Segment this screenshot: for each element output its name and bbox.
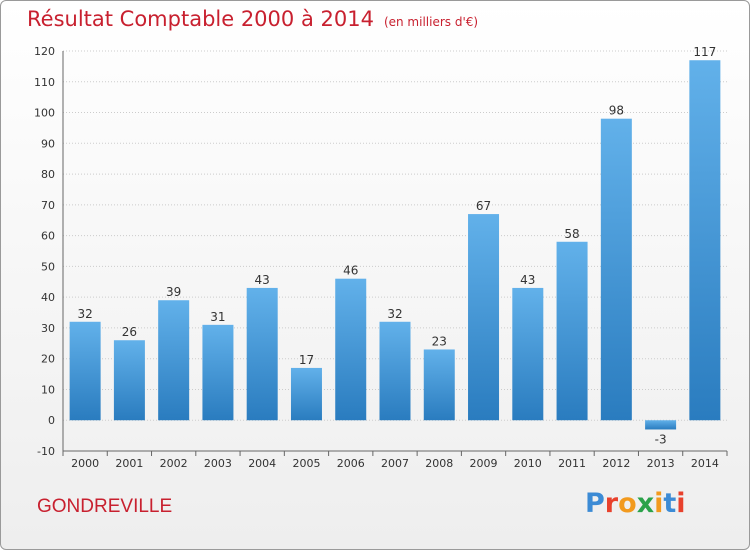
x-tick-label: 2010 bbox=[514, 457, 542, 470]
proxiti-logo: Proxiti bbox=[585, 488, 686, 519]
y-tick-label: 70 bbox=[41, 199, 55, 212]
x-tick-label: 2003 bbox=[204, 457, 232, 470]
x-tick-label: 2000 bbox=[71, 457, 99, 470]
bar bbox=[246, 287, 278, 421]
data-label: 39 bbox=[166, 285, 181, 299]
x-tick-label: 2013 bbox=[647, 457, 675, 470]
y-tick-label: 40 bbox=[41, 291, 55, 304]
x-tick-label: 2008 bbox=[425, 457, 453, 470]
logo-letter: x bbox=[636, 488, 655, 519]
data-label: 43 bbox=[520, 273, 535, 287]
bar bbox=[69, 321, 101, 421]
data-label: 43 bbox=[255, 273, 270, 287]
x-tick-label: 2011 bbox=[558, 457, 586, 470]
bar bbox=[202, 324, 234, 421]
data-label: -3 bbox=[655, 432, 667, 446]
data-label: 67 bbox=[476, 199, 491, 213]
data-label: 58 bbox=[564, 227, 579, 241]
y-tick-label: 30 bbox=[41, 322, 55, 335]
logo-letter: t bbox=[663, 488, 677, 519]
commune-name: GONDREVILLE bbox=[37, 496, 173, 517]
data-label: 23 bbox=[432, 334, 447, 348]
x-tick-label: 2001 bbox=[115, 457, 143, 470]
data-label: 117 bbox=[693, 45, 716, 59]
y-tick-label: 100 bbox=[34, 107, 55, 120]
y-tick-label: 80 bbox=[41, 168, 55, 181]
y-tick-label: 110 bbox=[34, 76, 55, 89]
x-tick-label: 2012 bbox=[602, 457, 630, 470]
y-tick-label: 10 bbox=[41, 383, 55, 396]
y-tick-label: 0 bbox=[48, 414, 55, 427]
y-tick-label: 60 bbox=[41, 230, 55, 243]
bar bbox=[335, 278, 367, 421]
bar bbox=[423, 349, 455, 421]
x-tick-label: 2007 bbox=[381, 457, 409, 470]
y-tick-label: 90 bbox=[41, 137, 55, 150]
data-label: 32 bbox=[77, 307, 92, 321]
x-tick-label: 2004 bbox=[248, 457, 276, 470]
bar bbox=[600, 118, 632, 421]
chart-subtitle: (en milliers d'€) bbox=[383, 15, 479, 29]
x-tick-label: 2005 bbox=[292, 457, 320, 470]
chart-title: Résultat Comptable 2000 à 2014 (en millie… bbox=[27, 7, 478, 31]
y-tick-label: 50 bbox=[41, 260, 55, 273]
bar bbox=[113, 340, 145, 421]
chart-title-text: Résultat Comptable 2000 à 2014 bbox=[27, 7, 374, 31]
logo-letter: i bbox=[654, 488, 664, 519]
logo-letter: r bbox=[604, 488, 619, 519]
bar bbox=[645, 420, 677, 430]
bar bbox=[158, 300, 190, 421]
data-label: 17 bbox=[299, 353, 314, 367]
bar bbox=[379, 321, 411, 421]
data-label: 26 bbox=[122, 325, 137, 339]
bar bbox=[689, 60, 721, 421]
x-tick-label: 2014 bbox=[691, 457, 719, 470]
bar bbox=[512, 287, 544, 421]
y-tick-label: 120 bbox=[34, 45, 55, 58]
logo-letter: o bbox=[618, 488, 637, 519]
y-tick-label: 20 bbox=[41, 353, 55, 366]
logo-letter: i bbox=[676, 488, 686, 519]
bar bbox=[468, 214, 500, 421]
data-label: 46 bbox=[343, 264, 358, 278]
bar bbox=[290, 367, 322, 421]
y-tick-label: -10 bbox=[37, 445, 55, 458]
x-tick-label: 2009 bbox=[470, 457, 498, 470]
data-label: 32 bbox=[387, 307, 402, 321]
data-label: 98 bbox=[609, 104, 624, 118]
x-tick-label: 2006 bbox=[337, 457, 365, 470]
logo-letter: P bbox=[585, 488, 605, 519]
bar bbox=[556, 241, 588, 421]
x-tick-label: 2002 bbox=[160, 457, 188, 470]
data-label: 31 bbox=[210, 310, 225, 324]
